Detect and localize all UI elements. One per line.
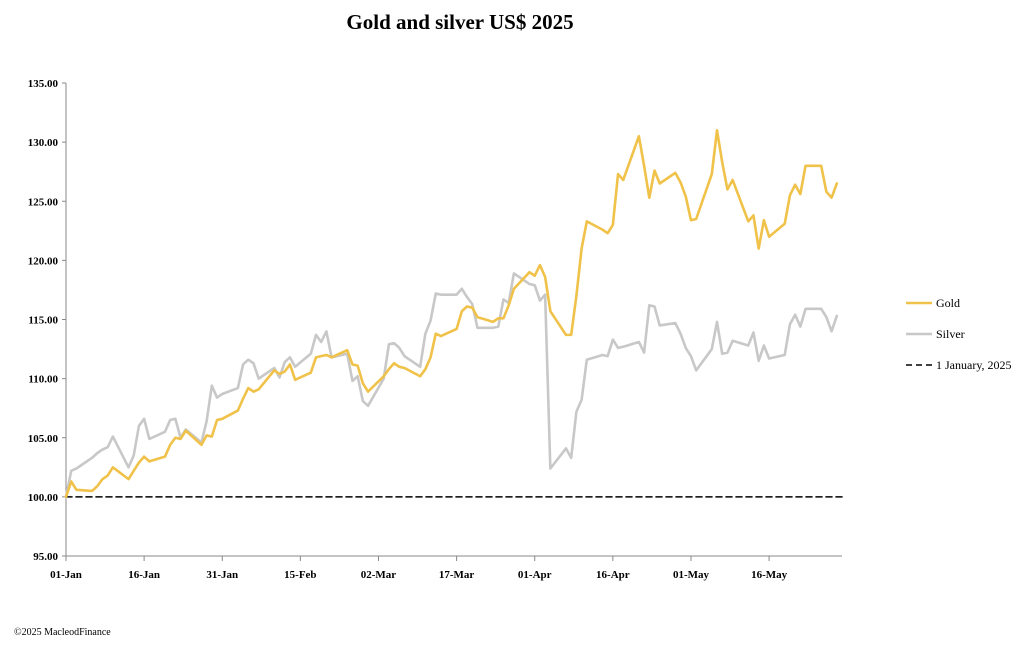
y-tick-label: 110.00: [28, 374, 58, 386]
y-tick-label: 95.00: [33, 551, 58, 563]
legend-item-silver: Silver: [906, 327, 965, 341]
y-tick-label: 115.00: [28, 315, 58, 327]
x-tick-label: 31-Jan: [206, 569, 238, 581]
series-line-silver: [64, 272, 839, 499]
x-tick-label: 16-Apr: [596, 569, 630, 581]
series-layer: [64, 129, 843, 499]
y-tick-label: 100.00: [28, 492, 59, 504]
x-tick-label: 16-May: [751, 569, 788, 581]
x-tick-label: 01-Jan: [50, 569, 82, 581]
legend-label: Silver: [936, 327, 965, 341]
series-line-gold: [64, 129, 839, 499]
x-tick-label: 01-May: [673, 569, 710, 581]
y-axis: 95.00 100.00 105.00 110.00 115.00 120.00 125.0…: [28, 78, 67, 563]
y-tick-label: 120.00: [28, 255, 59, 267]
y-tick-label: 125.00: [28, 196, 59, 208]
legend: Gold Silver 1 January, 2025: [906, 296, 1012, 372]
y-tick-label: 135.00: [28, 78, 59, 90]
x-axis: 01-Jan 16-Jan 31-Jan 15-Feb 02-Mar 17-Mar 01-A…: [50, 555, 842, 581]
legend-item-1-january-2025: 1 January, 2025: [906, 358, 1012, 372]
x-tick-label: 15-Feb: [284, 569, 316, 581]
x-tick-label: 02-Mar: [361, 569, 397, 581]
x-tick-label: 17-Mar: [439, 569, 475, 581]
x-tick-label: 16-Jan: [128, 569, 160, 581]
x-tick-label: 01-Apr: [518, 569, 552, 581]
legend-label: Gold: [936, 296, 960, 310]
copyright-text: ©2025 MacleodFinance: [14, 627, 111, 638]
legend-label: 1 January, 2025: [936, 358, 1012, 372]
chart-title: Gold and silver US$ 2025: [346, 10, 574, 34]
y-tick-label: 105.00: [28, 433, 59, 445]
y-tick-label: 130.00: [28, 137, 59, 149]
legend-item-gold: Gold: [906, 296, 960, 310]
